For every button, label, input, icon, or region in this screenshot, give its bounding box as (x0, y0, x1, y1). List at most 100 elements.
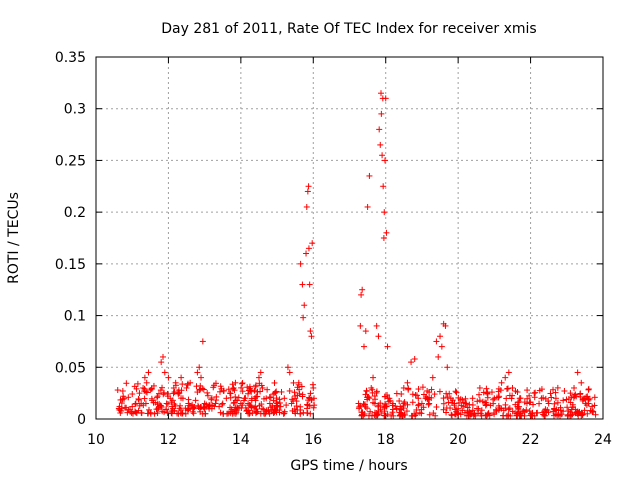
data-point (363, 387, 370, 394)
data-point (551, 412, 558, 419)
data-point (592, 411, 599, 418)
data-point (440, 400, 447, 407)
data-point (255, 374, 262, 381)
data-point (440, 395, 447, 402)
data-point (286, 387, 293, 394)
data-point (470, 412, 477, 419)
data-point (177, 406, 184, 413)
data-point (447, 395, 454, 402)
data-point (179, 381, 186, 388)
data-point (141, 395, 148, 402)
data-point (232, 393, 239, 400)
data-point (449, 412, 456, 419)
data-point (270, 397, 277, 404)
data-point (259, 384, 266, 391)
data-point (440, 406, 447, 413)
data-point (281, 395, 288, 402)
data-point (227, 404, 234, 411)
data-point (370, 374, 377, 381)
data-point (198, 374, 205, 381)
x-tick-label: 22 (522, 432, 540, 448)
data-point (226, 390, 233, 397)
data-point (267, 404, 274, 411)
data-point (129, 403, 136, 410)
data-point (476, 397, 483, 404)
data-point (581, 395, 588, 402)
data-point (380, 235, 387, 241)
data-point (297, 260, 304, 267)
y-tick-label: 0.25 (55, 153, 86, 169)
data-point (554, 399, 561, 406)
data-point (297, 410, 304, 417)
data-point (262, 410, 269, 417)
data-point (165, 390, 172, 397)
plot-frame (95, 56, 604, 420)
data-point (248, 397, 255, 404)
data-point (564, 404, 571, 411)
data-point (509, 408, 516, 415)
data-point (307, 328, 314, 335)
data-point (371, 409, 378, 416)
y-tick-labels: 0 0.05 0.1 0.15 0.2 0.25 0.3 0.35 (55, 50, 86, 428)
data-point (256, 402, 263, 409)
data-point (461, 409, 468, 416)
data-point (453, 389, 460, 396)
data-point (359, 409, 366, 416)
data-point (426, 394, 433, 401)
data-point (171, 389, 178, 396)
data-point (557, 407, 564, 414)
data-point (498, 379, 505, 386)
data-point (452, 388, 459, 395)
x-tick-label: 14 (232, 432, 250, 448)
data-point (373, 388, 380, 395)
data-point (404, 401, 411, 408)
data-point (277, 403, 284, 410)
data-point (309, 240, 316, 247)
data-point (217, 383, 224, 390)
data-point (527, 410, 534, 417)
data-point (436, 388, 443, 395)
data-point (393, 390, 400, 397)
data-point (142, 400, 149, 407)
data-point (271, 379, 278, 386)
data-point (167, 395, 174, 402)
data-point (474, 398, 481, 405)
data-point (303, 250, 310, 257)
data-point (454, 409, 461, 416)
data-point (212, 400, 219, 407)
y-tick-label: 0.1 (64, 309, 86, 325)
data-point (469, 395, 476, 402)
data-point (554, 384, 561, 391)
data-point (577, 391, 584, 398)
data-point (142, 388, 149, 395)
data-point (428, 386, 435, 393)
data-point (373, 322, 380, 329)
data-point (257, 388, 264, 395)
data-point (283, 402, 290, 409)
data-point (161, 369, 168, 376)
data-point (457, 411, 464, 418)
data-point (520, 407, 527, 414)
data-point (478, 407, 485, 414)
data-point (482, 399, 489, 406)
data-point (585, 400, 592, 407)
data-point (266, 394, 273, 401)
y-tick-label: 0 (77, 412, 86, 428)
data-point (189, 408, 196, 415)
data-point (419, 384, 426, 391)
data-point (382, 400, 389, 407)
data-point (365, 393, 372, 400)
y-tick-label: 0.05 (55, 360, 86, 376)
data-point (178, 374, 185, 381)
data-point (377, 400, 384, 407)
data-point (281, 408, 288, 415)
data-point (505, 412, 512, 419)
data-point (311, 395, 318, 402)
data-point (265, 407, 272, 414)
data-point (135, 407, 142, 414)
data-point (384, 391, 391, 398)
data-point (218, 385, 225, 392)
data-point (193, 383, 200, 390)
data-point (257, 369, 264, 376)
y-tick-label: 0.3 (64, 102, 86, 118)
